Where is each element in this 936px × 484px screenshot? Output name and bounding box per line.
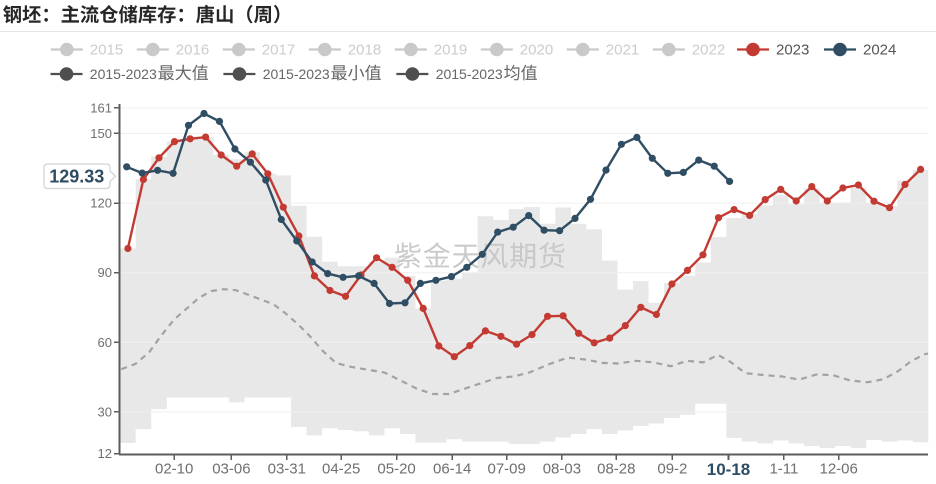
svg-text:2017: 2017: [262, 42, 295, 59]
svg-text:02-10: 02-10: [155, 461, 193, 478]
svg-text:12-06: 12-06: [820, 461, 858, 478]
svg-text:60: 60: [98, 335, 112, 350]
svg-text:2020: 2020: [520, 42, 553, 59]
svg-text:04-25: 04-25: [322, 461, 360, 478]
svg-text:12: 12: [98, 446, 112, 461]
svg-text:07-09: 07-09: [488, 461, 526, 478]
svg-text:120: 120: [90, 196, 112, 211]
svg-text:2015: 2015: [90, 42, 123, 59]
svg-text:1-11: 1-11: [769, 461, 798, 478]
svg-text:2015-2023: 2015-2023: [90, 66, 157, 82]
svg-text:2024: 2024: [863, 42, 896, 59]
svg-text:2019: 2019: [434, 42, 467, 59]
svg-text:05-20: 05-20: [377, 461, 415, 478]
svg-text:2018: 2018: [348, 42, 381, 59]
svg-text:129.33: 129.33: [49, 167, 104, 187]
svg-text:2015-2023: 2015-2023: [436, 66, 503, 82]
svg-text:08-28: 08-28: [597, 461, 635, 478]
svg-text:2016: 2016: [176, 42, 209, 59]
svg-text:150: 150: [90, 126, 112, 141]
svg-text:10-18: 10-18: [707, 460, 750, 479]
svg-text:2015-2023: 2015-2023: [263, 66, 330, 82]
svg-text:2022: 2022: [692, 42, 725, 59]
svg-text:161: 161: [90, 100, 112, 115]
svg-text:2023: 2023: [776, 42, 809, 59]
svg-text:03-06: 03-06: [212, 461, 250, 478]
svg-text:06-14: 06-14: [433, 461, 471, 478]
svg-text:03-31: 03-31: [268, 461, 306, 478]
svg-text:30: 30: [98, 404, 112, 419]
svg-text:08-03: 08-03: [543, 461, 581, 478]
svg-text:90: 90: [98, 265, 112, 280]
svg-text:2021: 2021: [606, 42, 639, 59]
svg-text:09-2: 09-2: [657, 461, 687, 478]
